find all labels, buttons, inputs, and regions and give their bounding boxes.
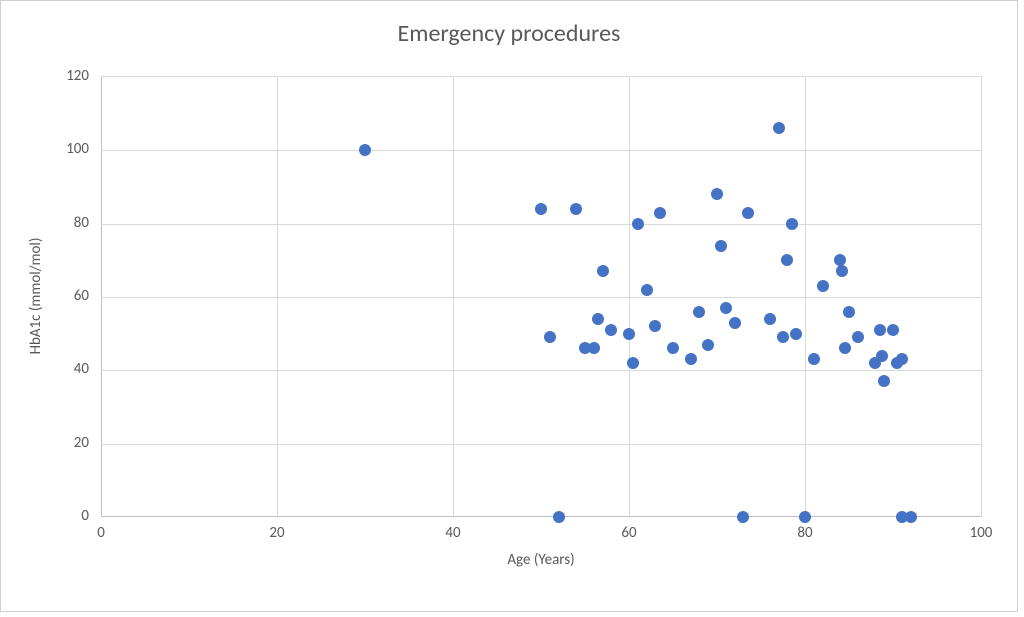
data-point (359, 144, 371, 156)
data-point (597, 265, 609, 277)
x-tick-label: 80 (797, 524, 812, 542)
data-point (693, 306, 705, 318)
chart-title: Emergency procedures (1, 19, 1017, 48)
x-tick-label: 60 (621, 524, 636, 542)
data-point (808, 353, 820, 365)
data-point (764, 313, 776, 325)
data-point (852, 331, 864, 343)
grid-line-horizontal (101, 444, 981, 445)
data-point (592, 313, 604, 325)
data-point (790, 328, 802, 340)
data-point (649, 320, 661, 332)
y-tick-label: 100 (66, 140, 89, 158)
y-tick-label: 40 (74, 360, 89, 378)
data-point (773, 122, 785, 134)
data-point (737, 511, 749, 523)
plot-area (101, 76, 982, 517)
data-point (896, 353, 908, 365)
data-point (535, 203, 547, 215)
data-point (720, 302, 732, 314)
data-point (786, 218, 798, 230)
data-point (623, 328, 635, 340)
data-point (711, 188, 723, 200)
data-point (874, 324, 886, 336)
data-point (887, 324, 899, 336)
data-point (781, 254, 793, 266)
data-point (715, 240, 727, 252)
data-point (817, 280, 829, 292)
data-point (605, 324, 617, 336)
data-point (742, 207, 754, 219)
chart-container: Emergency procedures Age (Years) HbA1c (… (0, 0, 1018, 612)
y-axis-label: HbA1c (mmol/mol) (27, 238, 45, 355)
grid-line-horizontal (101, 224, 981, 225)
x-axis-label: Age (Years) (507, 551, 574, 569)
data-point (553, 511, 565, 523)
data-point (544, 331, 556, 343)
data-point (729, 317, 741, 329)
data-point (654, 207, 666, 219)
data-point (878, 375, 890, 387)
data-point (588, 342, 600, 354)
y-tick-label: 80 (74, 214, 89, 232)
data-point (570, 203, 582, 215)
grid-line-horizontal (101, 150, 981, 151)
x-tick-label: 20 (269, 524, 284, 542)
grid-line-horizontal (101, 297, 981, 298)
data-point (632, 218, 644, 230)
y-tick-label: 120 (66, 67, 89, 85)
data-point (685, 353, 697, 365)
x-axis-line (101, 516, 981, 517)
data-point (843, 306, 855, 318)
data-point (799, 511, 811, 523)
data-point (641, 284, 653, 296)
data-point (836, 265, 848, 277)
x-tick-label: 100 (970, 524, 993, 542)
data-point (702, 339, 714, 351)
y-tick-label: 60 (74, 287, 89, 305)
x-tick-label: 0 (97, 524, 105, 542)
x-tick-label: 40 (445, 524, 460, 542)
data-point (876, 350, 888, 362)
data-point (777, 331, 789, 343)
data-point (905, 511, 917, 523)
data-point (839, 342, 851, 354)
y-tick-label: 0 (81, 507, 89, 525)
y-tick-label: 20 (74, 434, 89, 452)
data-point (627, 357, 639, 369)
data-point (667, 342, 679, 354)
grid-line-horizontal (101, 370, 981, 371)
